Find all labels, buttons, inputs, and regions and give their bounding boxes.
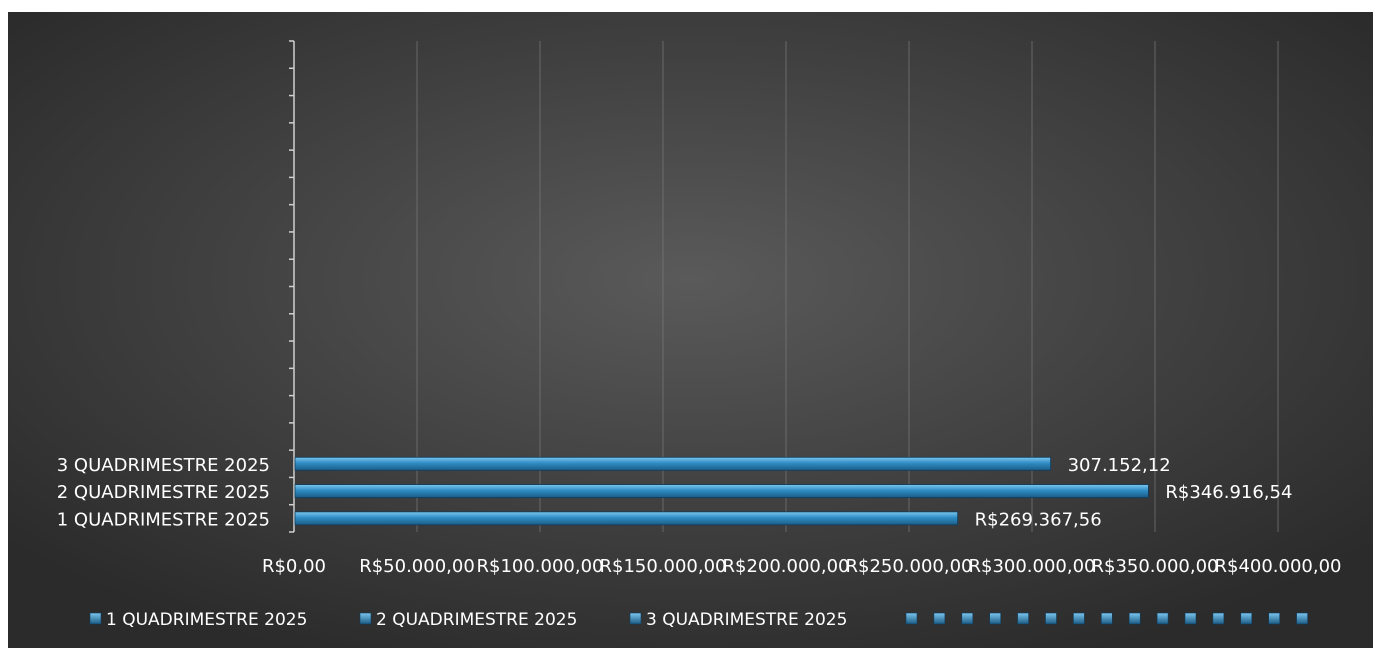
y-axis xyxy=(289,40,295,533)
legend-marker xyxy=(629,612,642,625)
category-label: 2 QUADRIMESTRE 2025 xyxy=(57,482,270,503)
legend-marker xyxy=(1128,612,1141,625)
legend-marker xyxy=(1296,612,1308,625)
x-tick-label: R$300.000,00 xyxy=(968,556,1095,577)
x-tick-label: R$0,00 xyxy=(262,556,326,577)
data-label: R$269.367,56 xyxy=(975,509,1102,530)
legend-marker xyxy=(359,612,372,625)
x-tick-label: R$400.000,00 xyxy=(1214,556,1341,577)
legend-entry: 3 QUADRIMESTRE 2025 xyxy=(646,610,847,630)
chart-background xyxy=(8,12,1373,648)
legend-marker xyxy=(1073,612,1085,625)
x-tick-label: R$50.000,00 xyxy=(359,556,475,577)
legend-marker xyxy=(933,612,946,625)
bars xyxy=(294,456,1149,526)
legend-marker xyxy=(1156,612,1169,625)
bar xyxy=(294,484,1149,498)
x-tick-label: R$200.000,00 xyxy=(722,556,849,577)
category-labels: 1 QUADRIMESTRE 2025 2 QUADRIMESTRE 2025 3 … xyxy=(57,455,270,531)
legend-marker xyxy=(1101,612,1113,625)
bar xyxy=(294,511,959,526)
x-tick-label: R$100.000,00 xyxy=(476,556,603,577)
x-tick-label: R$250.000,00 xyxy=(845,556,972,577)
legend-marker xyxy=(1240,612,1253,625)
legend-marker xyxy=(1045,612,1057,625)
legend-entry: 2 QUADRIMESTRE 2025 xyxy=(376,610,577,630)
legend-entry: 1 QUADRIMESTRE 2025 xyxy=(106,610,307,630)
legend: 1 QUADRIMESTRE 2025 2 QUADRIMESTRE 2025 3 … xyxy=(89,610,1308,630)
category-label: 3 QUADRIMESTRE 2025 xyxy=(57,455,270,476)
legend-marker xyxy=(1184,612,1197,625)
gridlines xyxy=(416,41,1279,532)
legend-marker xyxy=(1017,612,1029,625)
data-label: R$346.916,54 xyxy=(1165,482,1292,503)
x-tick-labels: R$0,00 R$50.000,00 R$100.000,00R$150.000,0… xyxy=(262,556,1342,577)
x-tick-label: R$150.000,00 xyxy=(599,556,726,577)
category-label: 1 QUADRIMESTRE 2025 xyxy=(57,509,270,530)
data-labels: R$269.367,56 R$346.916,54 307.152,12 xyxy=(975,455,1293,531)
data-label: 307.152,12 xyxy=(1068,455,1171,476)
x-tick-label: R$350.000,00 xyxy=(1091,556,1218,577)
legend-marker xyxy=(989,612,1002,625)
bar xyxy=(294,456,1051,471)
legend-marker xyxy=(89,612,102,625)
legend-marker xyxy=(1268,612,1280,625)
legend-marker xyxy=(1212,612,1225,625)
legend-marker xyxy=(905,612,918,625)
legend-marker xyxy=(961,612,974,625)
